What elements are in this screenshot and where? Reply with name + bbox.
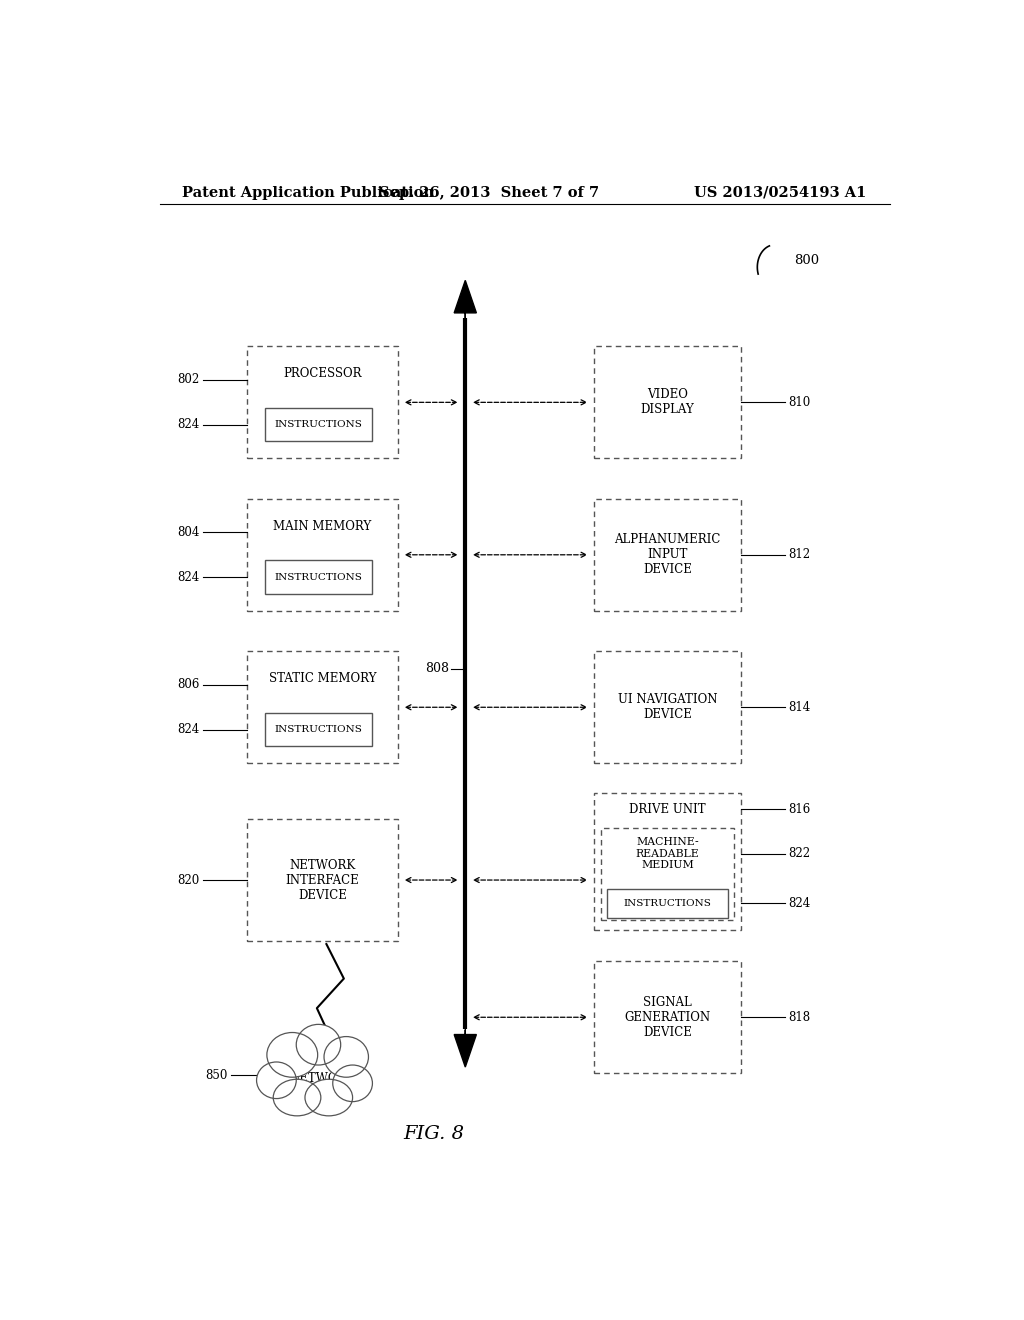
Text: 802: 802	[177, 374, 200, 387]
Text: DRIVE UNIT: DRIVE UNIT	[630, 803, 706, 816]
Bar	[594, 961, 741, 1073]
Text: 812: 812	[788, 548, 811, 561]
Ellipse shape	[257, 1063, 296, 1098]
Text: 850: 850	[205, 1069, 227, 1081]
Text: INSTRUCTIONS: INSTRUCTIONS	[274, 420, 362, 429]
Ellipse shape	[324, 1036, 369, 1077]
Bar	[601, 828, 734, 920]
Ellipse shape	[267, 1032, 317, 1077]
Bar	[594, 793, 741, 931]
Text: US 2013/0254193 A1: US 2013/0254193 A1	[693, 186, 866, 199]
Text: STATIC MEMORY: STATIC MEMORY	[268, 672, 376, 685]
Text: UI NAVIGATION
DEVICE: UI NAVIGATION DEVICE	[617, 693, 718, 721]
Text: PROCESSOR: PROCESSOR	[284, 367, 361, 380]
Text: VIDEO
DISPLAY: VIDEO DISPLAY	[641, 388, 694, 416]
Bar	[594, 651, 741, 763]
Bar	[265, 408, 372, 441]
Text: MACHINE-
READABLE
MEDIUM: MACHINE- READABLE MEDIUM	[636, 837, 699, 870]
Text: SIGNAL
GENERATION
DEVICE: SIGNAL GENERATION DEVICE	[625, 995, 711, 1039]
Text: 806: 806	[177, 678, 200, 692]
Text: 824: 824	[177, 418, 200, 432]
Text: Patent Application Publication: Patent Application Publication	[182, 186, 434, 199]
Text: 804: 804	[177, 525, 200, 539]
Text: 824: 824	[788, 896, 811, 909]
Bar	[265, 713, 372, 746]
Text: ALPHANUMERIC
INPUT
DEVICE: ALPHANUMERIC INPUT DEVICE	[614, 533, 721, 577]
Text: INSTRUCTIONS: INSTRUCTIONS	[274, 573, 362, 582]
Text: 824: 824	[177, 570, 200, 583]
Text: 818: 818	[788, 1011, 811, 1024]
Bar	[247, 499, 397, 611]
Ellipse shape	[273, 1080, 321, 1115]
Text: 800: 800	[795, 253, 820, 267]
Ellipse shape	[305, 1080, 352, 1115]
Text: Sep. 26, 2013  Sheet 7 of 7: Sep. 26, 2013 Sheet 7 of 7	[379, 186, 599, 199]
Ellipse shape	[296, 1024, 341, 1065]
Bar	[265, 561, 372, 594]
Text: 810: 810	[788, 396, 811, 409]
Text: INSTRUCTIONS: INSTRUCTIONS	[624, 899, 712, 908]
Bar	[247, 818, 397, 941]
Text: 822: 822	[788, 847, 811, 861]
Bar	[247, 651, 397, 763]
Text: INSTRUCTIONS: INSTRUCTIONS	[274, 725, 362, 734]
Text: 824: 824	[177, 723, 200, 737]
Ellipse shape	[333, 1065, 373, 1102]
Text: 814: 814	[788, 701, 811, 714]
Text: NETWORK: NETWORK	[290, 1072, 355, 1085]
Text: MAIN MEMORY: MAIN MEMORY	[273, 520, 372, 533]
Text: 808: 808	[425, 663, 450, 675]
Bar	[594, 346, 741, 458]
FancyArrow shape	[455, 1030, 476, 1067]
FancyArrow shape	[455, 280, 476, 318]
Text: NETWORK
INTERFACE
DEVICE: NETWORK INTERFACE DEVICE	[286, 858, 359, 902]
Bar	[607, 890, 728, 917]
Text: FIG. 8: FIG. 8	[403, 1125, 464, 1143]
Bar	[594, 499, 741, 611]
Bar	[247, 346, 397, 458]
Text: 820: 820	[177, 874, 200, 887]
Text: 816: 816	[788, 803, 811, 816]
